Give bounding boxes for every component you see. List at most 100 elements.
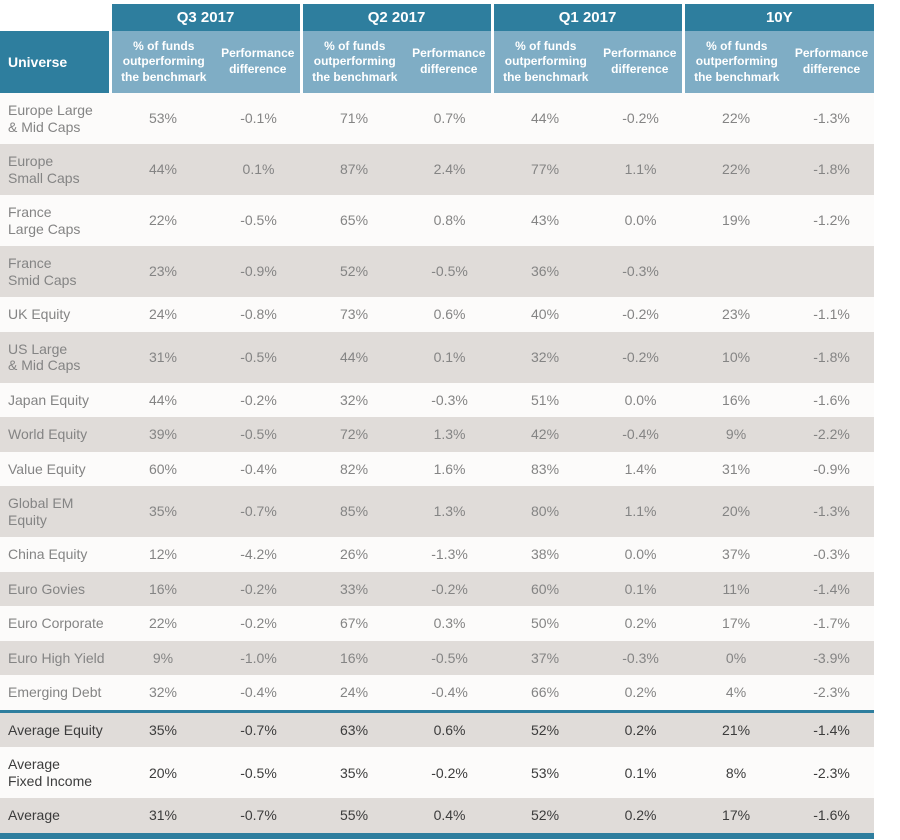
value-cell: 0.2% bbox=[624, 615, 657, 632]
value-cell: 0.6% bbox=[433, 306, 466, 323]
subheader-performance-q3: Performance difference bbox=[216, 31, 302, 93]
value-cell: 52% bbox=[340, 263, 369, 280]
row-label: Euro High Yield bbox=[8, 649, 105, 666]
value-cell: 44% bbox=[531, 110, 560, 127]
row-label: Average Equity bbox=[0, 709, 110, 748]
funds-performance-table: Q3 2017 Q2 2017 Q1 2017 10Y Universe % o… bbox=[0, 4, 875, 839]
value-cell: 9% bbox=[152, 649, 174, 666]
row-label: World Equity bbox=[8, 426, 88, 443]
table-row: Average 31% -0.7% 55% 0.4% 52% 0.2% 17% -1.6% bbox=[0, 798, 875, 836]
row-label: US Large & Mid Caps bbox=[8, 340, 81, 374]
row-label: Europe Small Caps bbox=[8, 153, 80, 186]
subheader-performance-q1: Performance difference bbox=[598, 31, 684, 93]
value-cell: 35% bbox=[148, 503, 178, 520]
value-cell: 42% bbox=[531, 426, 560, 443]
value-cell: 0.0% bbox=[624, 546, 657, 563]
value-cell: -0.8% bbox=[240, 306, 277, 323]
value-cell: 32% bbox=[340, 391, 369, 408]
value-cell: -2.2% bbox=[813, 426, 850, 443]
value-cell: 8% bbox=[725, 764, 747, 781]
value-cell: 43% bbox=[531, 212, 560, 229]
value-cell: 53% bbox=[531, 764, 560, 781]
value-cell: 67% bbox=[340, 615, 369, 632]
value-cell: 44% bbox=[148, 391, 178, 408]
value-cell: -0.2% bbox=[622, 348, 659, 365]
table-row: Global EM Equity 35% -0.7% 85% 1.3% 80% 1.1% 2… bbox=[0, 486, 875, 538]
value-cell: 87% bbox=[340, 161, 369, 178]
value-cell: -1.1% bbox=[813, 306, 850, 323]
value-cell: 17% bbox=[722, 807, 751, 824]
value-cell: 50% bbox=[531, 615, 560, 632]
value-cell: 20% bbox=[148, 764, 178, 781]
table-row: US Large & Mid Caps 31% -0.5% 44% 0.1% 32% -0… bbox=[0, 331, 875, 383]
subheader-outperforming-q3: % of funds outperforming the benchmark bbox=[108, 31, 216, 93]
value-cell: 20% bbox=[722, 503, 751, 520]
value-cell: 22% bbox=[148, 212, 178, 229]
corner-empty-cell bbox=[0, 4, 110, 31]
value-cell: 44% bbox=[340, 348, 369, 365]
value-cell: 80% bbox=[531, 503, 560, 520]
metric-header-row: Universe % of funds outperforming the be… bbox=[0, 31, 875, 93]
value-cell: -2.3% bbox=[813, 764, 850, 781]
value-cell: 24% bbox=[148, 306, 178, 323]
table-row: UK Equity 24% -0.8% 73% 0.6% 40% -0.2% 23% -1.1… bbox=[0, 297, 875, 332]
value-cell: -0.5% bbox=[240, 348, 277, 365]
table-row: Emerging Debt 32% -0.4% 24% -0.4% 66% 0.2% 4% -… bbox=[0, 675, 875, 712]
value-cell: 24% bbox=[340, 684, 369, 701]
value-cell: -1.4% bbox=[813, 580, 850, 597]
value-cell: 0.8% bbox=[433, 212, 466, 229]
value-cell: -1.2% bbox=[813, 212, 850, 229]
value-cell: 37% bbox=[531, 649, 560, 666]
value-cell: -1.3% bbox=[431, 546, 468, 563]
value-cell: 73% bbox=[340, 306, 369, 323]
value-cell: -0.1% bbox=[240, 110, 277, 127]
row-label: Emerging Debt bbox=[8, 684, 102, 701]
period-header-q2-2017: Q2 2017 bbox=[299, 4, 493, 31]
row-label: France Large Caps bbox=[8, 204, 81, 237]
value-cell: -1.4% bbox=[789, 709, 875, 748]
row-label: Value Equity bbox=[8, 460, 86, 477]
value-cell: -1.3% bbox=[813, 110, 850, 127]
value-cell: -0.2% bbox=[622, 306, 659, 323]
value-cell: 16% bbox=[340, 649, 369, 666]
value-cell: 0.2% bbox=[624, 684, 657, 701]
value-cell: -0.3% bbox=[622, 263, 659, 280]
value-cell: 9% bbox=[725, 426, 747, 443]
universe-column-header: Universe bbox=[0, 31, 110, 93]
value-cell: 35% bbox=[340, 764, 369, 781]
subheader-outperforming-q2: % of funds outperforming the benchmark bbox=[299, 31, 408, 93]
row-label: China Equity bbox=[8, 546, 88, 563]
value-cell: 0.4% bbox=[433, 807, 466, 824]
value-cell: -0.9% bbox=[240, 263, 277, 280]
row-label: Average Fixed Income bbox=[8, 756, 93, 789]
table-row: Euro Govies 16% -0.2% 33% -0.2% 60% 0.1% 11% -1… bbox=[0, 571, 875, 607]
value-cell: 21% bbox=[683, 709, 790, 748]
table-row: World Equity 39% -0.5% 72% 1.3% 42% -0.4% 9% -2… bbox=[0, 417, 875, 452]
table-row: Japan Equity 44% -0.2% 32% -0.3% 51% 0.0% 16% -… bbox=[0, 382, 875, 418]
value-cell: 0.1% bbox=[624, 580, 657, 597]
value-cell: 4% bbox=[725, 684, 747, 701]
value-cell: 23% bbox=[148, 263, 178, 280]
value-cell: 1.6% bbox=[433, 460, 466, 477]
value-cell: 31% bbox=[148, 807, 178, 824]
value-cell: 0.1% bbox=[624, 764, 657, 781]
value-cell: 60% bbox=[531, 580, 560, 597]
funds-performance-table-wrap: Q3 2017 Q2 2017 Q1 2017 10Y Universe % o… bbox=[0, 4, 875, 839]
value-cell: 1.3% bbox=[433, 503, 466, 520]
value-cell: 1.1% bbox=[624, 503, 657, 520]
value-cell: 1.1% bbox=[624, 161, 657, 178]
value-cell: 0.1% bbox=[433, 348, 466, 365]
value-cell: 44% bbox=[148, 161, 178, 178]
value-cell: 33% bbox=[340, 580, 369, 597]
value-cell: 0.1% bbox=[242, 161, 275, 178]
value-cell: 1.4% bbox=[624, 460, 657, 477]
value-cell: -0.5% bbox=[240, 764, 277, 781]
value-cell: 35% bbox=[110, 709, 216, 748]
value-cell: -0.9% bbox=[813, 460, 850, 477]
value-cell: 38% bbox=[531, 546, 560, 563]
value-cell: 71% bbox=[340, 110, 369, 127]
value-cell: 39% bbox=[148, 426, 178, 443]
value-cell: -1.3% bbox=[813, 503, 850, 520]
value-cell: 0.6% bbox=[407, 709, 493, 748]
value-cell: -1.0% bbox=[240, 649, 277, 666]
